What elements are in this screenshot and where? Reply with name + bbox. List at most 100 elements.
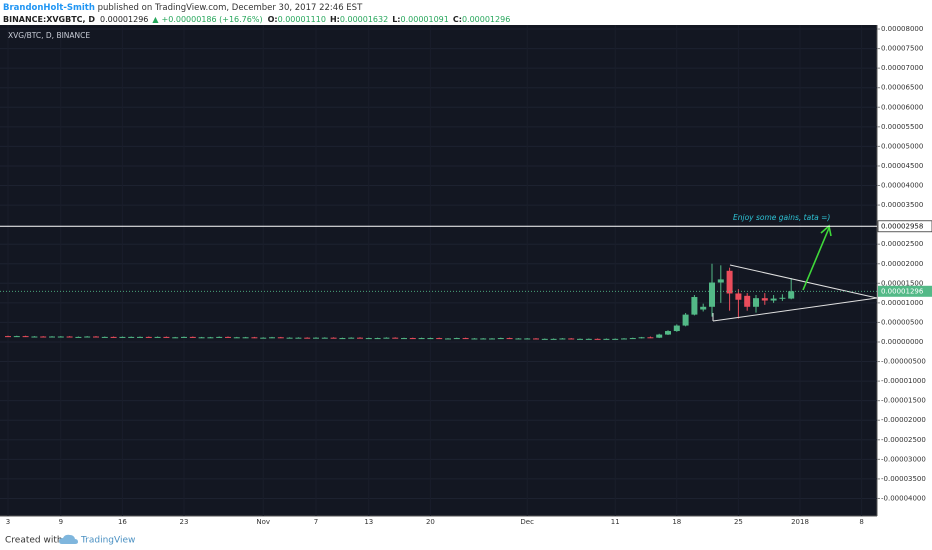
candle-body	[260, 337, 267, 339]
candle-body	[216, 336, 223, 338]
candle-body	[647, 337, 654, 339]
candle-body	[49, 336, 55, 338]
x-tick-label: Nov	[256, 518, 270, 526]
y-tick-label: 0.00004000	[881, 182, 923, 190]
candle-body	[172, 337, 179, 339]
candle-body	[348, 337, 355, 339]
candle-body	[57, 336, 64, 338]
close: 0.00001296	[462, 15, 510, 24]
candle-body	[295, 337, 302, 339]
candle-body	[392, 337, 399, 339]
candle-body	[365, 338, 372, 340]
y-tick-label: -0.00000500	[881, 358, 926, 366]
y-tick-label: 0.00002000	[881, 260, 923, 268]
candle-body	[445, 338, 451, 340]
candle-body	[409, 338, 416, 340]
price: 0.00001296	[100, 15, 148, 24]
y-tick-label: -0.00001500	[881, 397, 926, 405]
x-tick-label: 25	[734, 518, 743, 526]
y-tick-label: -0.00003000	[881, 455, 926, 463]
candle-body	[13, 336, 20, 338]
candle-body	[753, 298, 759, 307]
brand-logo	[59, 534, 78, 544]
x-tick-label: 23	[180, 518, 189, 526]
x-tick-label: 11	[611, 518, 620, 526]
candle-body	[550, 338, 557, 340]
candle-body	[700, 306, 707, 310]
x-tick-label: 18	[672, 518, 681, 526]
y-tick-label: 0.00000000	[881, 338, 923, 346]
candle-body	[489, 338, 495, 340]
y-tick-label: 0.00003500	[881, 201, 923, 209]
trend-line	[712, 297, 878, 322]
trend-line	[729, 264, 878, 299]
candle-body	[277, 337, 284, 339]
candle-body	[198, 337, 205, 339]
candle-body	[189, 336, 196, 338]
candle-body	[137, 336, 143, 338]
candle-body	[603, 338, 610, 340]
x-tick-label: 3	[6, 518, 10, 526]
last-price-box	[878, 285, 932, 297]
candle-body	[269, 337, 275, 339]
candle-body	[427, 338, 434, 340]
x-tick-label: 7	[314, 518, 318, 526]
candle-body	[128, 336, 135, 338]
y-tick-label: -0.00004000	[881, 494, 926, 502]
candle-body	[207, 337, 214, 339]
candle-body	[761, 298, 768, 301]
candle-body	[779, 297, 786, 299]
candle-body	[629, 338, 636, 340]
candle-body	[453, 338, 460, 340]
arrow	[802, 227, 830, 291]
open: 0.00001110	[278, 15, 326, 24]
arrow-icon: ▲	[152, 15, 159, 24]
y-tick-label: 0.00008000	[881, 25, 923, 33]
author: BrandonHolt-Smith	[3, 3, 95, 13]
candle-body	[330, 337, 337, 339]
candle-body	[145, 336, 152, 338]
candle-body	[321, 337, 328, 339]
candle-body	[770, 298, 777, 301]
candle-body	[744, 295, 751, 307]
plot-area	[0, 25, 877, 516]
open-label: O:	[268, 15, 278, 24]
candle-body	[75, 336, 82, 338]
candle-body	[577, 338, 583, 340]
symbol-line: BINANCE:XVGBTC, D 0.00001296 ▲ +0.00000186 …	[3, 15, 510, 24]
x-tick-label: 8	[859, 518, 863, 526]
candle-body	[101, 336, 108, 338]
y-tick-label: 0.00004500	[881, 162, 923, 170]
candle-body	[735, 293, 742, 300]
grid	[0, 25, 877, 516]
candle-body	[383, 337, 390, 339]
candle-body	[709, 282, 715, 307]
x-tick-label: 20	[426, 518, 435, 526]
candle-body	[84, 336, 91, 338]
candle-body	[594, 338, 601, 340]
candle-body	[515, 338, 522, 340]
change: +0.00000186 (+16.76%)	[162, 15, 263, 24]
candle-body	[480, 338, 487, 340]
brand[interactable]: TradingView	[80, 536, 135, 546]
candle-body	[242, 337, 249, 339]
high-label: H:	[330, 15, 340, 24]
y-tick-label: 0.00007500	[881, 45, 923, 53]
candle-body	[110, 336, 117, 338]
y-tick-label: 0.00001500	[881, 279, 923, 287]
candle-body	[251, 337, 258, 339]
y-tick-label: 0.00005500	[881, 123, 923, 131]
price-box	[877, 220, 932, 233]
candle-body	[462, 338, 469, 340]
candle-body	[313, 337, 319, 339]
y-tick-label: 0.00005000	[881, 142, 923, 150]
y-tick-label: -0.00002500	[881, 436, 926, 444]
candle-body	[568, 338, 575, 340]
y-tick-label: 0.00001000	[881, 299, 923, 307]
chart-legend: XVG/BTC, D, BINANCE	[8, 31, 90, 40]
candle-body	[233, 337, 240, 339]
candle-body	[726, 270, 733, 294]
y-tick-label: -0.00001000	[881, 377, 926, 385]
candle-body	[225, 336, 231, 338]
